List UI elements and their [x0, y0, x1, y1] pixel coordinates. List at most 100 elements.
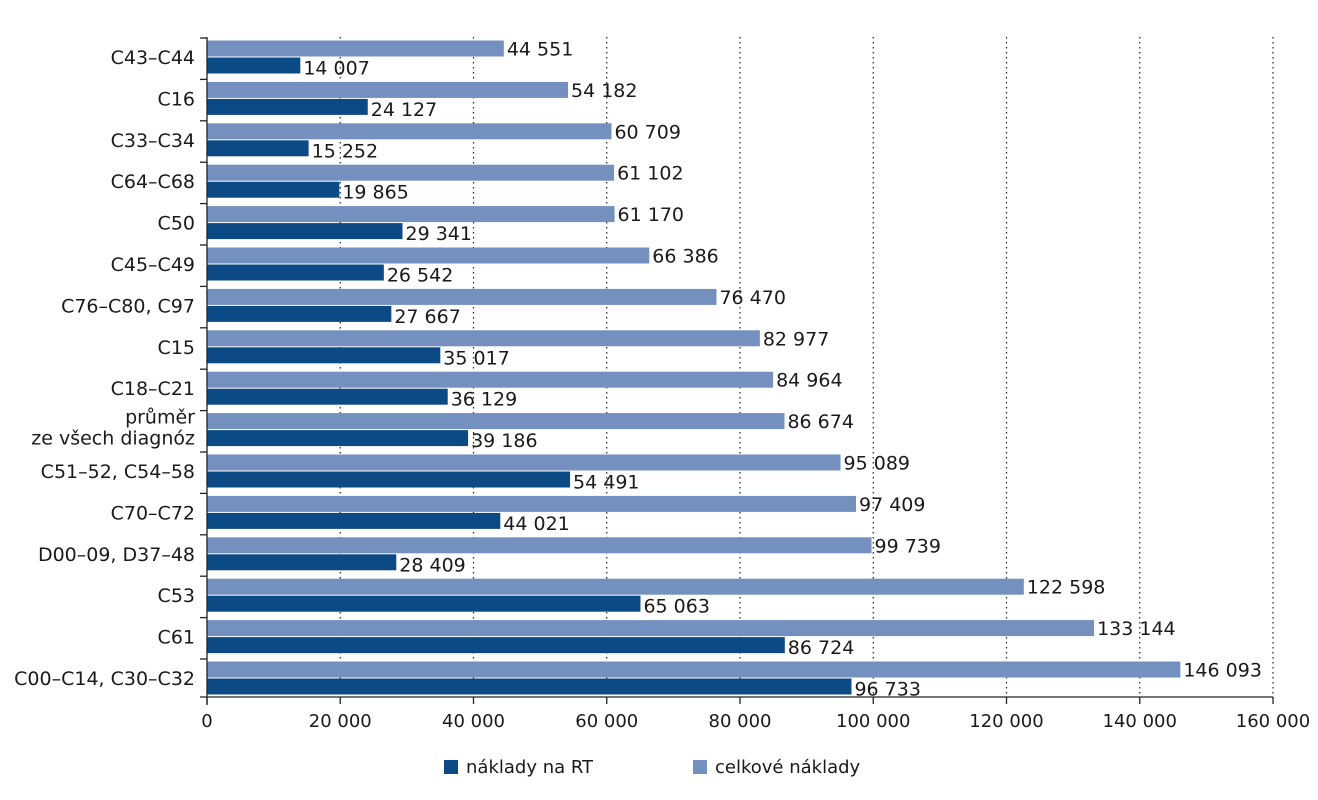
bar-total-7	[207, 330, 760, 347]
labels: 0 20 000 40 000 60 000 80 000 100 000 120 000 1…	[14, 39, 1310, 733]
bar-total-1	[207, 81, 568, 98]
data-label-total-15: 146 093	[1183, 660, 1262, 682]
data-label-total-4: 61 170	[618, 204, 684, 226]
bar-rt-2	[207, 140, 309, 157]
bar-total-0	[207, 40, 504, 57]
bar-rt-8	[207, 388, 448, 405]
data-label-rt-2: 15 252	[312, 140, 378, 162]
bar-rt-14	[207, 637, 785, 654]
bar-rt-0	[207, 57, 301, 74]
x-tick-label-5: 100 000	[836, 711, 910, 732]
bar-rt-3	[207, 181, 340, 198]
bar-rt-6	[207, 305, 392, 322]
data-label-rt-9: 39 186	[471, 430, 537, 452]
bar-total-10	[207, 454, 841, 471]
data-label-rt-4: 29 341	[405, 223, 471, 245]
bar-rt-9	[207, 430, 469, 447]
legend-swatch-1	[693, 760, 707, 774]
legend-label-1: celkové náklady	[715, 757, 861, 778]
data-label-rt-12: 28 409	[399, 554, 465, 576]
data-label-total-11: 97 409	[859, 494, 925, 516]
bar-total-11	[207, 495, 856, 512]
legend-swatch-0	[444, 760, 458, 774]
data-label-rt-11: 44 021	[503, 513, 569, 535]
bar-total-9	[207, 413, 785, 430]
category-label-15: C00–C14, C30–C32	[14, 668, 195, 690]
bar-total-13	[207, 578, 1024, 595]
data-label-total-5: 66 386	[652, 246, 718, 268]
x-tick-label-4: 80 000	[709, 711, 772, 732]
category-label-6: C76–C80, C97	[61, 295, 195, 317]
data-label-rt-7: 35 017	[443, 347, 509, 369]
data-label-total-3: 61 102	[617, 163, 683, 185]
category-label-3: C64–C68	[111, 171, 195, 193]
data-label-rt-1: 24 127	[371, 99, 437, 121]
data-label-total-9: 86 674	[787, 411, 853, 433]
category-label-4: C50	[158, 213, 195, 235]
category-label-10: C51–52, C54–58	[41, 461, 195, 483]
data-label-rt-5: 26 542	[387, 265, 453, 287]
category-label-11: C70–C72	[111, 502, 195, 524]
data-label-total-6: 76 470	[719, 287, 785, 309]
x-tick-label-0: 0	[201, 711, 212, 732]
bar-rt-4	[207, 223, 403, 240]
category-label-9-line2: ze všech diagnóz	[31, 428, 195, 450]
data-label-total-2: 60 709	[614, 121, 680, 143]
data-label-rt-14: 86 724	[788, 637, 854, 659]
category-label-5: C45–C49	[111, 254, 195, 276]
category-label-2: C33–C34	[111, 130, 195, 152]
bars	[207, 40, 1181, 695]
category-label-12: D00–09, D37–48	[38, 544, 195, 566]
data-label-total-1: 54 182	[571, 80, 637, 102]
x-tick-label-7: 140 000	[1103, 711, 1177, 732]
bar-rt-13	[207, 595, 641, 612]
data-label-total-12: 99 739	[875, 535, 941, 557]
data-label-total-14: 133 144	[1097, 618, 1176, 640]
bar-total-14	[207, 620, 1095, 637]
bar-total-12	[207, 537, 872, 554]
category-label-14: C61	[158, 627, 195, 649]
data-label-rt-3: 19 865	[342, 182, 408, 204]
data-label-total-0: 44 551	[507, 39, 573, 61]
bar-rt-10	[207, 471, 571, 488]
category-label-7: C15	[158, 337, 195, 359]
data-label-total-7: 82 977	[763, 328, 829, 350]
category-label-1: C16	[158, 88, 195, 110]
bar-rt-12	[207, 554, 397, 571]
x-tick-label-6: 120 000	[969, 711, 1043, 732]
bar-total-2	[207, 123, 612, 140]
category-label-9-line1: průměr	[125, 407, 195, 429]
grid-lines	[339, 37, 1274, 697]
bar-rt-5	[207, 264, 384, 281]
x-tick-label-3: 60 000	[575, 711, 638, 732]
category-label-0: C43–C44	[111, 47, 195, 69]
data-label-rt-6: 27 667	[394, 306, 460, 328]
category-label-13: C53	[158, 585, 195, 607]
bar-rt-7	[207, 347, 441, 364]
data-label-total-10: 95 089	[844, 453, 910, 475]
bar-rt-1	[207, 98, 368, 115]
legend-label-0: náklady na RT	[466, 757, 594, 778]
data-label-rt-10: 54 491	[573, 472, 639, 494]
bar-rt-11	[207, 512, 501, 529]
bar-total-6	[207, 288, 717, 305]
data-label-rt-8: 36 129	[451, 389, 517, 411]
bar-total-8	[207, 371, 774, 388]
axes	[200, 37, 1274, 705]
bar-total-15	[207, 661, 1181, 678]
bar-total-5	[207, 247, 650, 264]
x-tick-label-2: 40 000	[442, 711, 505, 732]
bar-total-4	[207, 206, 615, 223]
data-label-rt-0: 14 007	[303, 58, 369, 80]
x-tick-label-1: 20 000	[309, 711, 372, 732]
data-label-total-8: 84 964	[776, 370, 842, 392]
data-label-rt-13: 65 063	[643, 596, 709, 618]
legend: náklady na RT celkové náklady	[444, 757, 861, 778]
data-label-rt-15: 96 733	[854, 679, 920, 701]
category-label-8: C18–C21	[111, 378, 195, 400]
data-label-total-13: 122 598	[1027, 577, 1106, 599]
bar-rt-15	[207, 678, 852, 695]
bar-total-3	[207, 164, 615, 181]
